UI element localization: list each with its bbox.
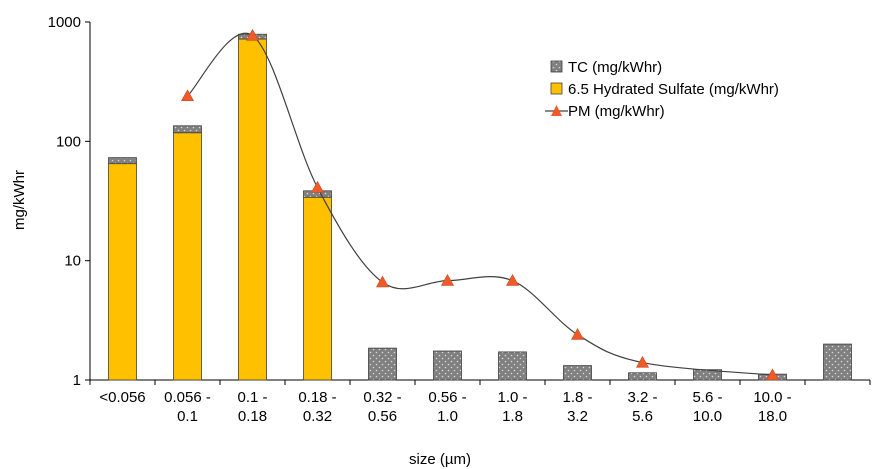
pm-point <box>440 274 455 286</box>
x-tick-label: 1.0 <box>437 408 458 425</box>
x-tick-label: 3.2 - <box>627 389 657 406</box>
pm-point <box>310 180 325 193</box>
bar-tc <box>628 372 657 381</box>
legend-swatch-sulfate <box>550 82 563 95</box>
y-tick-label: 10 <box>64 253 81 270</box>
pm-point <box>765 368 780 381</box>
x-tick-label: 0.56 - <box>428 389 466 406</box>
x-tick-label: 5.6 - <box>692 389 722 406</box>
pm-point <box>245 28 260 41</box>
pm-series-line <box>187 32 773 376</box>
bar-sulfate <box>108 163 137 381</box>
legend-swatch-tc <box>550 60 563 73</box>
bar-tc <box>433 350 462 381</box>
x-axis-title: size (µm) <box>409 451 471 468</box>
y-tick-label: 1000 <box>48 14 81 31</box>
x-tick-label: 5.6 <box>632 408 653 425</box>
x-tick-label: 1.8 - <box>562 389 592 406</box>
x-tick-label: 0.56 <box>368 408 397 425</box>
bar-tc <box>563 365 592 381</box>
axes <box>85 21 871 385</box>
x-tick-label: 3.2 <box>567 408 588 425</box>
pm-point <box>375 275 390 288</box>
bar-tc <box>823 343 852 381</box>
pm-point <box>570 328 585 340</box>
bar-tc <box>498 351 527 381</box>
x-tick-label: 0.18 - <box>298 389 336 406</box>
x-tick-label: 1.8 <box>502 408 523 425</box>
bar-sulfate <box>238 38 267 381</box>
x-tick-label: 0.32 - <box>363 389 401 406</box>
x-tick-label: 0.32 <box>303 408 332 425</box>
y-axis-title: mg/kWhr <box>11 170 28 230</box>
x-tick-label: 18.0 <box>758 408 787 425</box>
legend-label: PM (mg/kWhr) <box>568 103 665 120</box>
y-tick-label: 100 <box>56 133 81 150</box>
bar-tc <box>108 157 137 165</box>
x-tick-label: 10.0 <box>693 408 722 425</box>
bars <box>108 33 852 381</box>
x-tick-label: 0.18 <box>238 408 267 425</box>
tick-labels: 1 10 100 1000 <0.056 0.056 - 0.1 0.1 - 0.18 0.18 … <box>48 14 792 425</box>
legend: TC (mg/kWhr) 6.5 Hydrated Sulfate (mg/kWh… <box>545 59 779 120</box>
x-tick-label: 0.056 - <box>164 389 211 406</box>
pm-line <box>180 28 780 381</box>
bar-tc <box>368 347 397 381</box>
pm-point <box>635 355 650 368</box>
pm-point <box>505 274 520 286</box>
x-tick-label: 0.1 <box>177 408 198 425</box>
legend-marker-pm <box>551 105 562 116</box>
bar-sulfate <box>303 196 332 381</box>
legend-label: 6.5 Hydrated Sulfate (mg/kWhr) <box>568 81 779 98</box>
bar-tc <box>173 125 202 134</box>
bar-sulfate <box>173 132 202 381</box>
x-tick-label: 1.0 - <box>497 389 527 406</box>
legend-label: TC (mg/kWhr) <box>568 59 662 76</box>
x-tick-label: 10.0 - <box>753 389 791 406</box>
y-tick-label: 1 <box>73 372 81 389</box>
x-tick-label: 0.1 - <box>237 389 267 406</box>
pm-point <box>180 89 195 102</box>
x-tick-label: <0.056 <box>99 389 145 406</box>
